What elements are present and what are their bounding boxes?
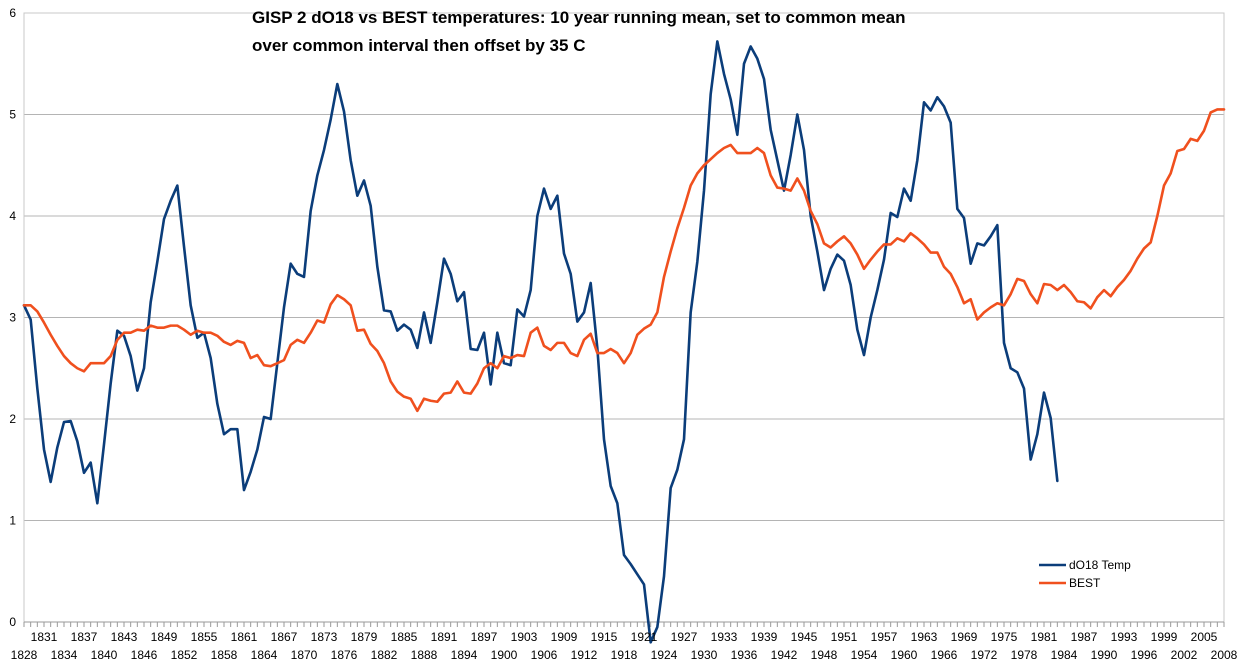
series-layer [22,40,1226,644]
y-tick-label: 4 [9,209,16,223]
x-tick-label: 1891 [431,630,458,644]
y-tick-label: 5 [9,108,16,122]
x-tick-label: 1843 [111,630,138,644]
legend-label-do18: dO18 Temp [1069,558,1131,572]
x-tick-label: 1933 [711,630,738,644]
y-tick-label: 0 [9,615,16,629]
x-tick-label: 1870 [291,648,318,662]
x-tick-label: 1873 [311,630,338,644]
x-tick-label: 1834 [51,648,78,662]
x-tick-label: 1978 [1011,648,1038,662]
x-tick-label: 1918 [611,648,638,662]
x-tick-label: 1897 [471,630,498,644]
x-tick-label: 1924 [651,648,678,662]
x-tick-label: 1831 [31,630,58,644]
x-tick-label: 1945 [791,630,818,644]
x-tick-label: 1963 [911,630,938,644]
x-tick-label: 1993 [1111,630,1138,644]
legend: dO18 Temp BEST [1039,558,1131,590]
x-tick-label: 1864 [251,648,278,662]
x-tick-label: 1966 [931,648,958,662]
x-tick-label: 1939 [751,630,778,644]
x-tick-label: 1951 [831,630,858,644]
x-tick-label: 1921 [631,630,658,644]
x-tick-label: 1840 [91,648,118,662]
gridlines [24,12,1224,521]
x-tick-label: 1867 [271,630,298,644]
x-tick-label: 1936 [731,648,758,662]
chart-title-line-1: GISP 2 dO18 vs BEST temperatures: 10 yea… [252,8,905,27]
x-tick-label: 1855 [191,630,218,644]
x-tick-label: 1852 [171,648,198,662]
x-tick-label: 1942 [771,648,798,662]
x-tick-label: 1915 [591,630,618,644]
y-tick-label: 2 [9,412,16,426]
x-tick-label: 1879 [351,630,378,644]
x-tick-label: 1948 [811,648,838,662]
x-tick-label: 2005 [1191,630,1218,644]
x-tick-label: 1999 [1151,630,1178,644]
x-tick-label: 1987 [1071,630,1098,644]
x-tick-label: 1900 [491,648,518,662]
x-tick-label: 2008 [1211,648,1238,662]
x-tick-label: 1981 [1031,630,1058,644]
x-tick-label: 1837 [71,630,98,644]
legend-label-best: BEST [1069,576,1101,590]
y-tick-label: 3 [9,311,16,325]
x-tick-label: 1972 [971,648,998,662]
x-tick-label: 1930 [691,648,718,662]
x-tick-label: 1885 [391,630,418,644]
series-line-best [22,108,1226,413]
x-tick-label: 1969 [951,630,978,644]
tick-labels: 0 1 2 3 4 5 6 1828 1831 1834 1837 1840 1843 1846 1849 1… [9,6,1237,662]
x-tick-label: 1849 [151,630,178,644]
y-tick-label: 1 [9,514,16,528]
x-tick-label: 1861 [231,630,258,644]
x-tick-label: 1912 [571,648,598,662]
x-tick-label: 1996 [1131,648,1158,662]
x-tick-label: 1957 [871,630,898,644]
y-tick-label: 6 [9,6,16,20]
x-tick-label: 1903 [511,630,538,644]
x-tick-label: 1894 [451,648,478,662]
x-tick-label: 1906 [531,648,558,662]
x-tick-label: 1954 [851,648,878,662]
series-line-do18-temp [22,40,1059,644]
x-tick-label: 1846 [131,648,158,662]
chart-title-line-2: over common interval then offset by 35 C [252,36,585,55]
x-tick-label: 1909 [551,630,578,644]
x-tick-label: 1927 [671,630,698,644]
x-tick-label: 1975 [991,630,1018,644]
x-tick-label: 1858 [211,648,238,662]
x-tick-label: 2002 [1171,648,1198,662]
axes [23,12,1225,627]
x-tick-label: 1882 [371,648,398,662]
x-tick-label: 1990 [1091,648,1118,662]
x-tick-label: 1888 [411,648,438,662]
x-tick-label: 1876 [331,648,358,662]
x-tick-label: 1984 [1051,648,1078,662]
x-tick-label: 1828 [11,648,38,662]
x-tick-label: 1960 [891,648,918,662]
